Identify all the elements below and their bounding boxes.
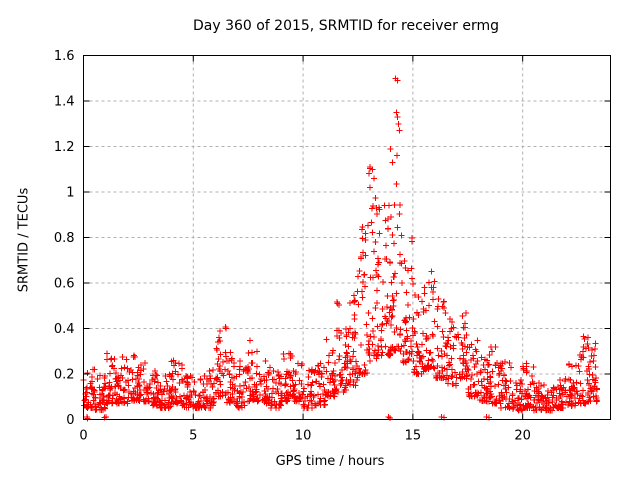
x-tick-labels: 0 5 10 15 20 bbox=[79, 429, 531, 444]
x-tick-label: 15 bbox=[405, 429, 422, 444]
y-tick-label: 0.4 bbox=[54, 322, 75, 337]
y-tick-label: 0.2 bbox=[54, 368, 75, 383]
axis-ticks bbox=[83, 55, 611, 420]
y-tick-labels: 0 0.2 0.4 0.6 0.8 1 1.2 1.4 1.6 bbox=[54, 49, 75, 428]
x-tick-label: 0 bbox=[79, 429, 87, 444]
chart-title: Day 360 of 2015, SRMTID for receiver erm… bbox=[192, 18, 500, 34]
y-axis-label: SRMTID / TECUs bbox=[16, 187, 32, 293]
y-tick-label: 1 bbox=[66, 186, 74, 201]
y-tick-label: 1.2 bbox=[54, 140, 75, 155]
y-tick-label: 1.4 bbox=[54, 95, 75, 110]
y-tick-label: 0.6 bbox=[54, 277, 75, 292]
y-tick-label: 0.8 bbox=[54, 231, 75, 246]
x-tick-label: 20 bbox=[514, 429, 531, 444]
data-points bbox=[80, 75, 600, 422]
x-tick-label: 10 bbox=[295, 429, 312, 444]
y-tick-label: 1.6 bbox=[54, 49, 75, 64]
x-tick-label: 5 bbox=[189, 429, 197, 444]
y-tick-label: 0 bbox=[66, 413, 74, 428]
x-axis-label: GPS time / hours bbox=[275, 454, 385, 469]
